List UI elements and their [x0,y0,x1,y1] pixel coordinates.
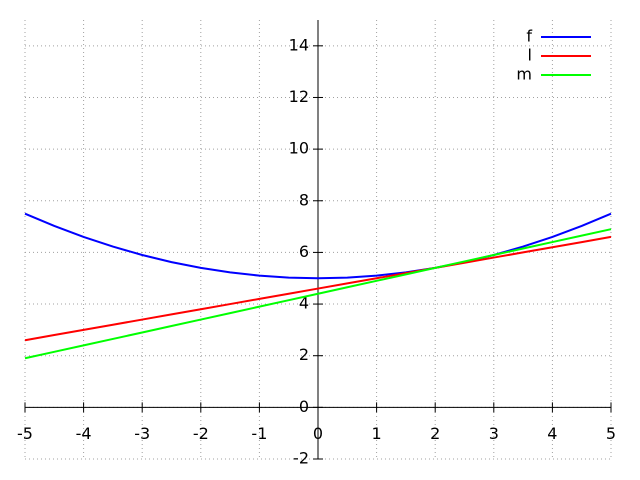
x-tick-label: -1 [251,424,267,443]
x-tick-label: 2 [430,424,440,443]
y-tick-label: 0 [299,397,309,416]
x-tick-label: -5 [17,424,33,443]
legend-label: l [528,46,532,65]
x-tick-label: 5 [606,424,616,443]
legend-label: m [516,65,532,84]
series-line [24,235,612,342]
series-line [24,228,612,360]
y-tick-label: 8 [299,190,309,209]
y-tick-label: 6 [299,242,309,261]
series-line [24,212,612,280]
y-tick-label: 4 [299,294,309,313]
y-tick-label: 12 [289,87,309,106]
x-tick-label: -2 [193,424,209,443]
legend-label: f [526,27,532,46]
x-tick-label: 1 [372,424,382,443]
y-tick-label: 2 [299,345,309,364]
x-tick-label: 4 [547,424,557,443]
y-tick-label: -2 [293,449,309,468]
x-tick-label: 3 [489,424,499,443]
x-tick-label: -4 [76,424,92,443]
y-tick-label: 14 [289,35,309,54]
y-tick-label: 10 [289,139,309,158]
x-tick-label: -3 [134,424,150,443]
